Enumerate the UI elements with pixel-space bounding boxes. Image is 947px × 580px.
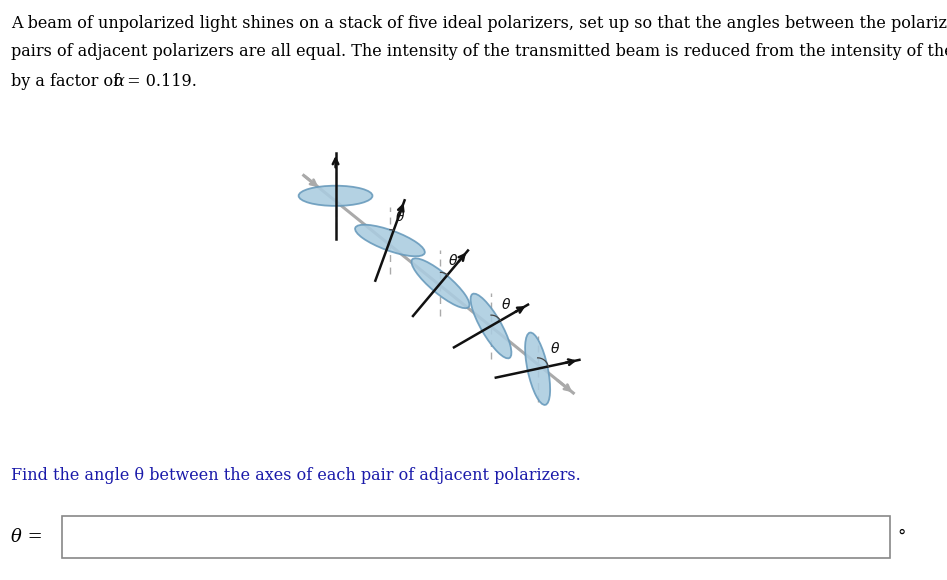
- Text: $\theta$: $\theta$: [550, 341, 560, 356]
- Ellipse shape: [298, 186, 372, 206]
- Text: $\theta$: $\theta$: [395, 209, 405, 224]
- Text: Find the angle θ between the axes of each pair of adjacent polarizers.: Find the angle θ between the axes of eac…: [11, 467, 581, 484]
- Ellipse shape: [525, 332, 550, 405]
- Text: α: α: [114, 72, 124, 89]
- Text: $\theta$: $\theta$: [448, 253, 458, 268]
- Text: by a factor of: by a factor of: [11, 72, 125, 89]
- Ellipse shape: [355, 224, 425, 256]
- Ellipse shape: [411, 258, 470, 308]
- Text: °: °: [898, 527, 906, 546]
- Ellipse shape: [471, 293, 511, 358]
- Text: = 0.119.: = 0.119.: [122, 72, 197, 89]
- Text: θ =: θ =: [11, 527, 44, 546]
- Text: $\theta$: $\theta$: [501, 297, 511, 312]
- Text: A beam of unpolarized light shines on a stack of five ideal polarizers, set up s: A beam of unpolarized light shines on a …: [11, 14, 947, 31]
- Text: pairs of adjacent polarizers are all equal. The intensity of the transmitted bea: pairs of adjacent polarizers are all equ…: [11, 44, 947, 60]
